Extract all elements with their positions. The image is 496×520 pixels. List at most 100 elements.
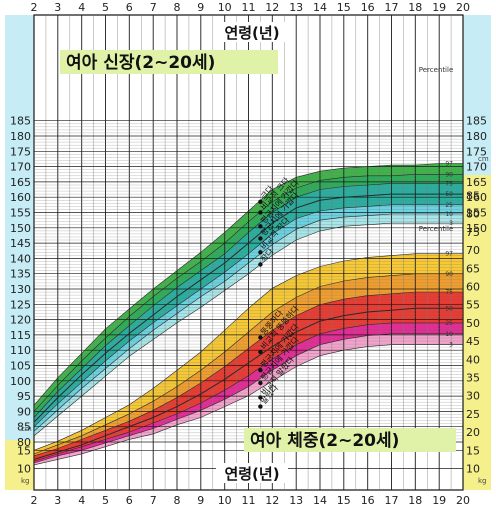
- weight-annotation-dot: [258, 404, 263, 409]
- left-weight-axis-bg: [5, 440, 34, 490]
- height-annotation-dot: [258, 224, 263, 229]
- height-tick-left: 115: [10, 329, 31, 342]
- right-weight-unit: kg: [478, 477, 487, 485]
- weight-title-bg: [244, 428, 456, 452]
- height-tick-left: 130: [10, 283, 31, 296]
- age-tick-bottom: 20: [456, 494, 470, 507]
- weight-percentile-label-97: 97: [445, 251, 453, 258]
- height-annotation-dot: [258, 250, 263, 255]
- weight-annotation-dot: [258, 349, 263, 355]
- weight-curve-p50: [33, 307, 463, 460]
- age-tick-bottom: 10: [218, 494, 232, 507]
- height-tick-right: 180: [466, 130, 487, 143]
- height-curve-p75: [33, 183, 463, 418]
- height-curve-p50: [33, 193, 463, 423]
- weight-percentile-label-90: 90: [445, 271, 453, 278]
- weight-tick-left: 10: [17, 463, 31, 476]
- age-tick-bottom: 3: [54, 494, 61, 507]
- weight-annotation-dot: [258, 395, 263, 400]
- weight-tick-right: 60: [466, 281, 480, 294]
- age-tick-top: 16: [361, 1, 375, 14]
- height-tick-left: 90: [17, 405, 31, 418]
- age-tick-bottom: 5: [102, 494, 109, 507]
- weight-percentile-label-50: 50: [445, 305, 453, 312]
- age-tick-bottom: 7: [150, 494, 157, 507]
- weight-annotation-dot: [258, 335, 263, 340]
- age-tick-bottom: 16: [361, 494, 375, 507]
- age-tick-bottom: 8: [174, 494, 181, 507]
- height-curve-p3: [33, 222, 463, 437]
- height-percentile-label-90: 90: [445, 171, 453, 178]
- weight-tick-right: 50: [466, 317, 480, 330]
- height-tick-left: 165: [10, 176, 31, 189]
- height-tick-right: 160: [466, 191, 487, 204]
- height-tick-left: 145: [10, 237, 31, 250]
- height-percentile-title: Percentile: [419, 66, 454, 74]
- weight-tick-right: 55: [466, 299, 480, 312]
- weight-tick-right: 75: [466, 226, 480, 239]
- weight-tick-right: 45: [466, 335, 480, 348]
- height-tick-left: 185: [10, 115, 31, 128]
- height-curve-p90: [33, 174, 463, 412]
- height-percentile-label-75: 75: [445, 180, 453, 187]
- weight-curve-p25: [33, 322, 463, 462]
- age-tick-bottom: 15: [337, 494, 351, 507]
- height-percentile-label-3: 3: [449, 220, 453, 227]
- left-height-unit: cm: [21, 425, 32, 433]
- age-tick-top: 6: [126, 1, 133, 14]
- tick-labels: 2233445566778899101011111212131314141515…: [10, 1, 487, 507]
- age-tick-top: 18: [408, 1, 422, 14]
- age-tick-top: 12: [265, 1, 279, 14]
- age-tick-bottom: 6: [126, 494, 133, 507]
- height-tick-left: 85: [17, 421, 31, 434]
- height-tick-left: 95: [17, 390, 31, 403]
- weight-tick-right: 85: [466, 190, 480, 203]
- weight-percentile-label-25: 25: [445, 320, 453, 327]
- weight-curve-p75: [33, 291, 463, 457]
- height-percentile-label-10: 10: [445, 211, 453, 218]
- weight-tick-right: 10: [466, 463, 480, 476]
- height-annotation-dot: [258, 210, 263, 215]
- weight-tick-right: 20: [466, 426, 480, 439]
- weight-tick-right: 80: [466, 208, 480, 221]
- height-curve-p97: [33, 163, 463, 406]
- height-percentile-label-97: 97: [445, 161, 453, 168]
- weight-annotation-dot: [258, 380, 263, 386]
- weight-title-group: 여아 체중(2~20세): [244, 428, 456, 452]
- age-axis-title-top-group: 연령(년): [216, 22, 288, 42]
- height-tick-left: 120: [10, 314, 31, 327]
- weight-curve-p3: [33, 344, 463, 466]
- age-tick-top: 9: [197, 1, 204, 14]
- age-axis-title-bottom-group: 연령(년): [216, 463, 288, 483]
- age-tick-bottom: 2: [31, 494, 38, 507]
- height-annotation-dot: [258, 262, 263, 267]
- age-tick-top: 2: [31, 1, 38, 14]
- age-tick-bottom: 13: [289, 494, 303, 507]
- weight-curve-p10: [33, 333, 463, 464]
- weight-curve-p97: [33, 253, 463, 451]
- weight-percentile-label-10: 10: [445, 331, 453, 338]
- height-tick-left: 170: [10, 161, 31, 174]
- weight-chart-title: 여아 체중(2~20세): [250, 431, 399, 451]
- age-tick-top: 11: [242, 1, 256, 14]
- age-tick-top: 15: [337, 1, 351, 14]
- height-tick-left: 135: [10, 268, 31, 281]
- weight-percentile-label-75: 75: [445, 289, 453, 296]
- age-tick-bottom: 4: [78, 494, 85, 507]
- height-tick-right: 155: [466, 207, 487, 220]
- weight-tick-right: 35: [466, 372, 480, 385]
- height-curve-p10: [33, 213, 463, 432]
- age-tick-bottom: 12: [265, 494, 279, 507]
- weight-annotation-dot: [258, 368, 263, 373]
- age-axis-title-bottom-bg: [216, 463, 288, 483]
- height-tick-left: 140: [10, 252, 31, 265]
- height-tick-left: 110: [10, 344, 31, 357]
- height-annotation-dot: [258, 236, 263, 241]
- weight-tick-right: 25: [466, 408, 480, 421]
- age-tick-top: 7: [150, 1, 157, 14]
- height-curve-p25: [33, 204, 463, 427]
- right-height-unit: cm: [478, 155, 489, 163]
- height-tick-left: 160: [10, 191, 31, 204]
- height-tick-left: 175: [10, 145, 31, 158]
- percentile-curves: [33, 163, 463, 466]
